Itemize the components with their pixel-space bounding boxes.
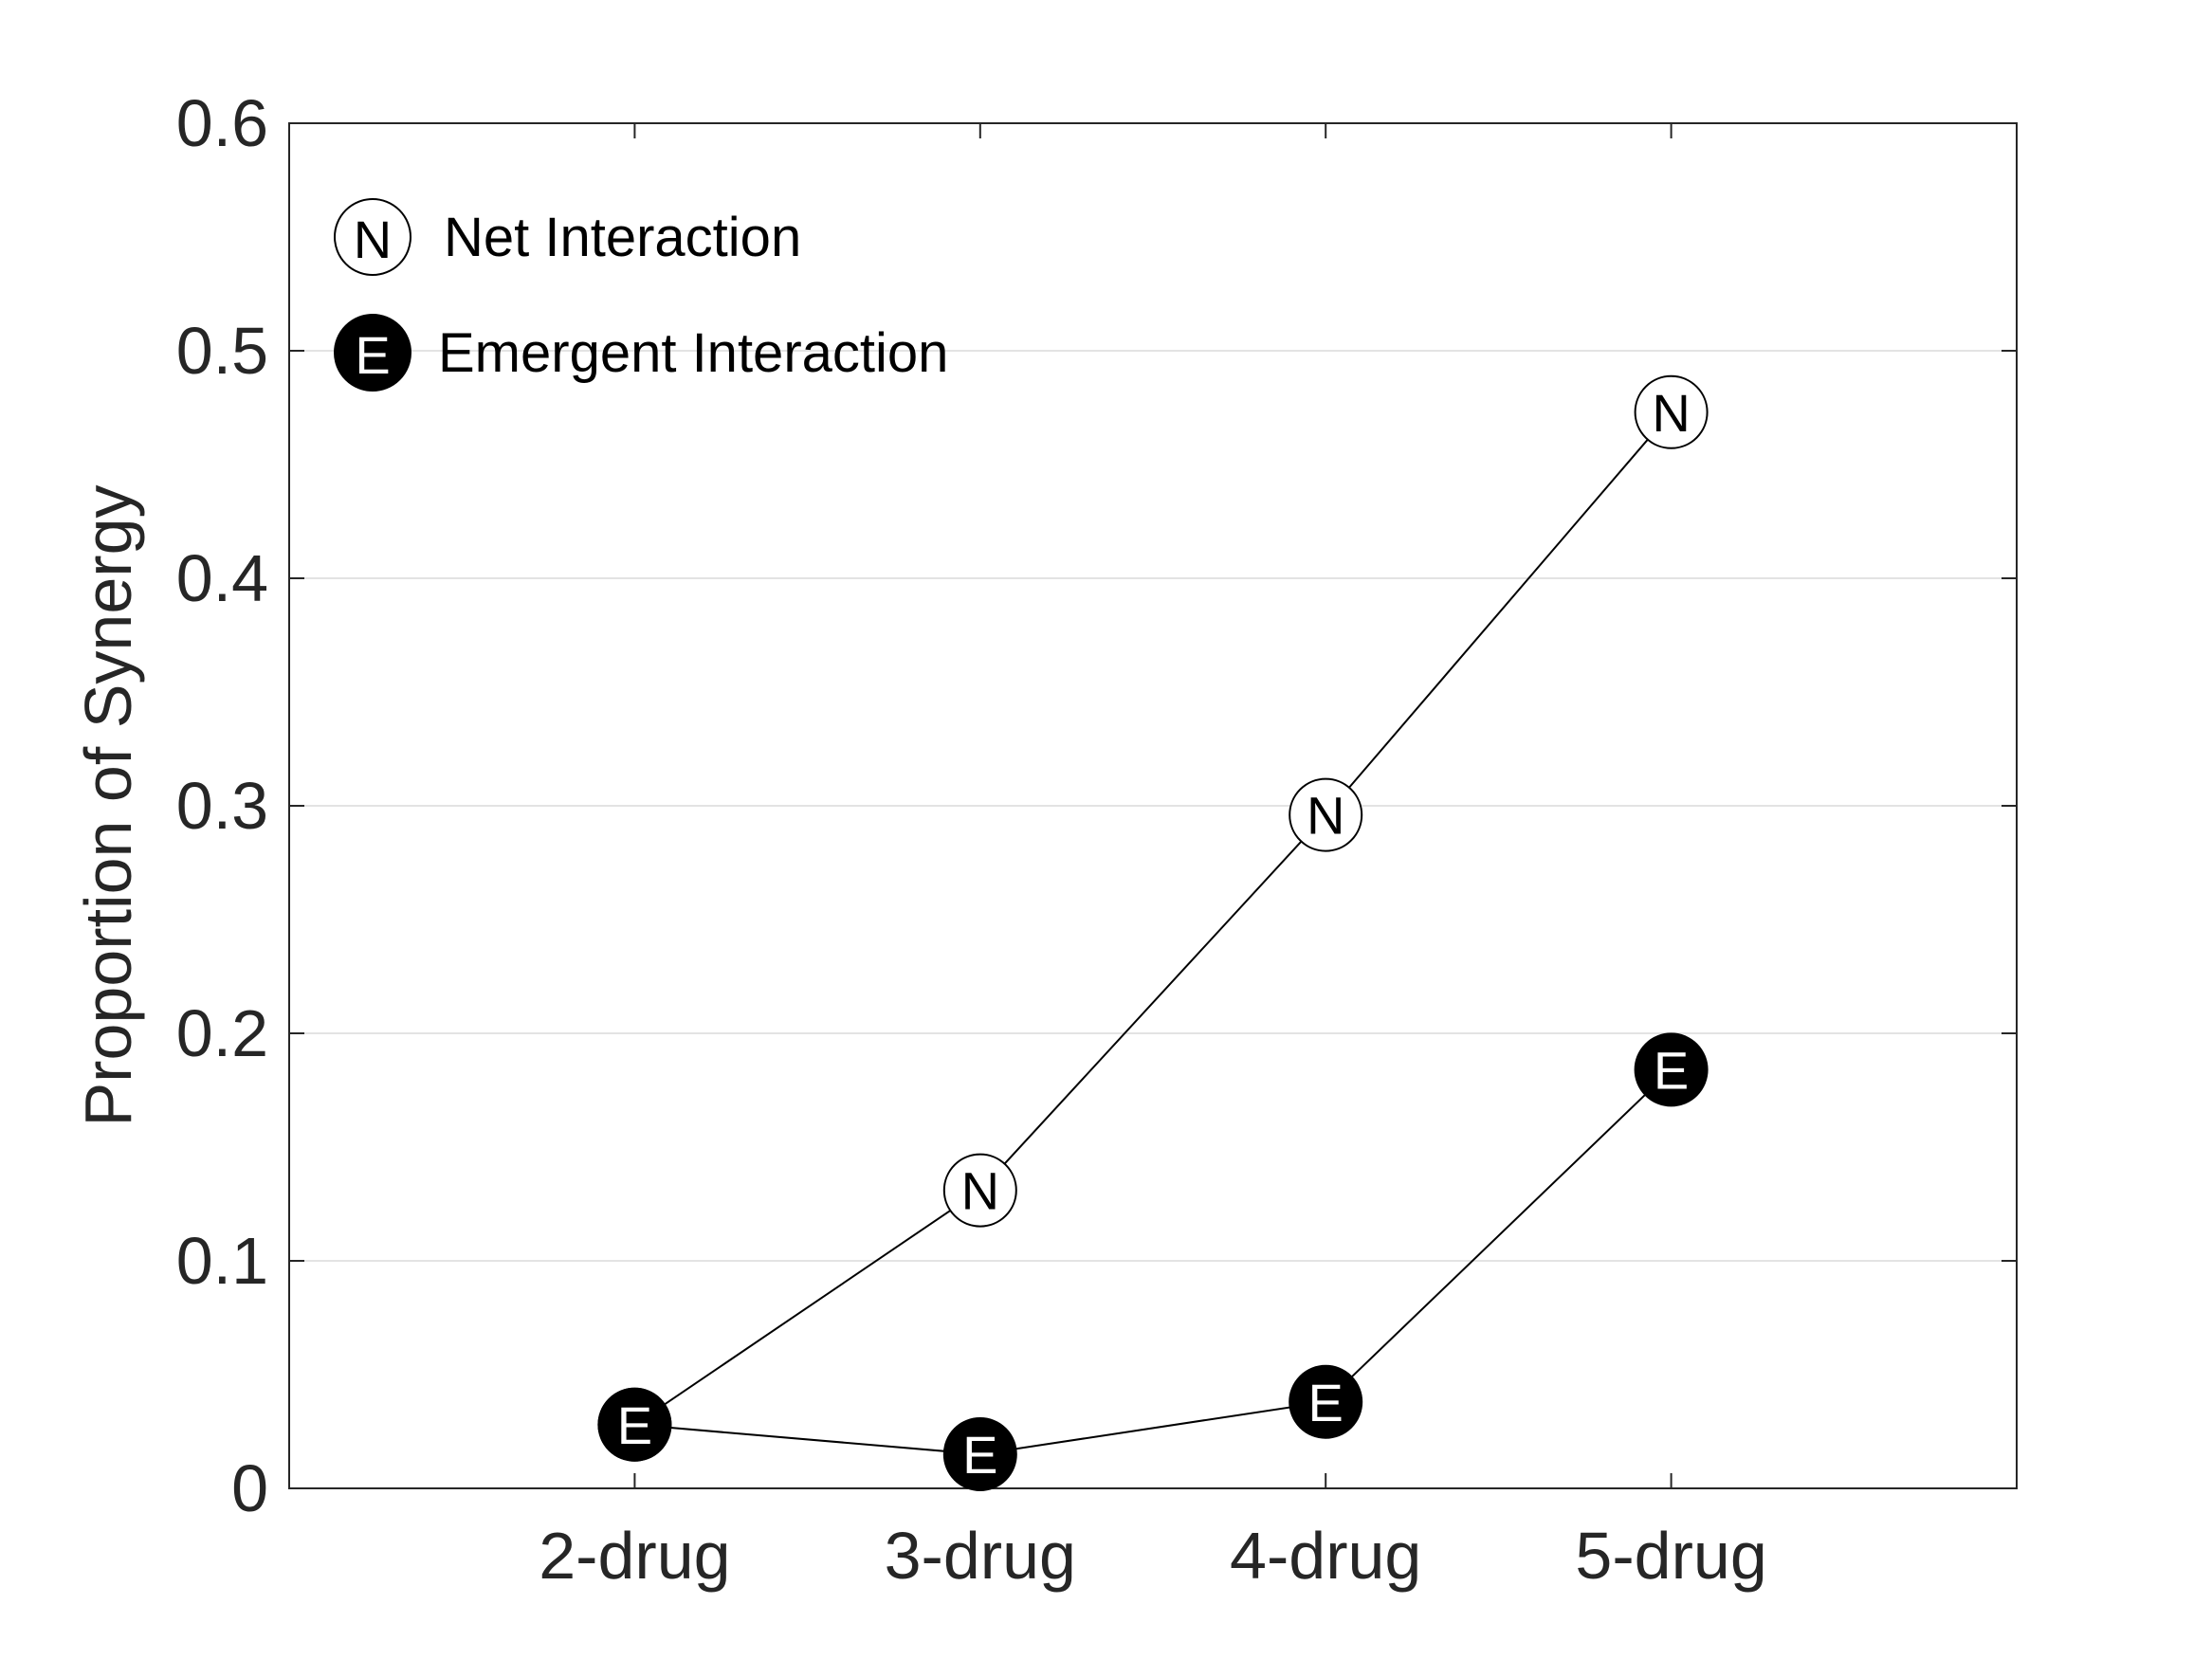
data-point: E [942, 1417, 1017, 1491]
data-point: N [1289, 777, 1363, 852]
data-point-letter: N [961, 1161, 999, 1221]
data-point-marker [1634, 1032, 1709, 1107]
legend: N Net Interaction E Emergent Interaction [334, 198, 948, 392]
data-point-letter: N [1652, 383, 1690, 443]
x-tick-label: 3-drug [885, 1519, 1076, 1593]
data-point-letter: N [1307, 786, 1344, 846]
y-tick-label: 0.1 [176, 1224, 268, 1298]
y-tick-label: 0.5 [176, 314, 268, 388]
y-tick-label: 0.6 [176, 86, 268, 160]
data-point-marker [597, 1387, 672, 1462]
series-line [634, 1068, 1673, 1456]
data-point-marker [1289, 1364, 1363, 1439]
data-point: E [1634, 1032, 1709, 1107]
data-point: N [1634, 374, 1709, 449]
data-point: E [1289, 1364, 1363, 1439]
data-point-marker [1289, 777, 1363, 852]
y-axis-tick-labels: 0 0.1 0.2 0.3 0.4 0.5 0.6 [176, 86, 268, 1525]
legend-item: N Net Interaction [334, 198, 801, 276]
legend-label: Emergent Interaction [438, 322, 948, 384]
x-tick-label: 5-drug [1575, 1519, 1766, 1593]
x-tick-label: 4-drug [1230, 1519, 1421, 1593]
series-line [633, 411, 1673, 1426]
data-point-marker [942, 1153, 1017, 1228]
data-point: E [597, 1387, 672, 1462]
x-axis-tick-labels: 2-drug 3-drug 4-drug 5-drug [539, 1519, 1767, 1593]
legend-label: Net Interaction [444, 207, 801, 268]
legend-marker [334, 198, 411, 276]
data-point-marker [1634, 374, 1709, 449]
y-tick-label: 0.3 [176, 769, 268, 843]
y-tick-label: 0.2 [176, 996, 268, 1070]
legend-marker-letter: N [354, 210, 392, 269]
legend-marker [334, 314, 411, 392]
data-point-letter: E [617, 1395, 652, 1455]
y-tick-label: 0 [231, 1451, 268, 1525]
data-point-letter: E [962, 1425, 997, 1485]
y-axis-label: Proportion of Synergy [71, 484, 145, 1126]
y-tick-label: 0.4 [176, 541, 268, 615]
data-point-marker [942, 1417, 1017, 1491]
gridlines [289, 350, 2017, 1262]
x-tick-label: 2-drug [539, 1519, 730, 1593]
series-group: NNNNEEEE [597, 374, 1709, 1491]
legend-marker-letter: E [355, 325, 390, 385]
legend-item: E Emergent Interaction [334, 314, 948, 392]
data-point-letter: E [1654, 1040, 1689, 1100]
data-point-letter: E [1308, 1373, 1344, 1432]
data-point: N [942, 1153, 1017, 1228]
